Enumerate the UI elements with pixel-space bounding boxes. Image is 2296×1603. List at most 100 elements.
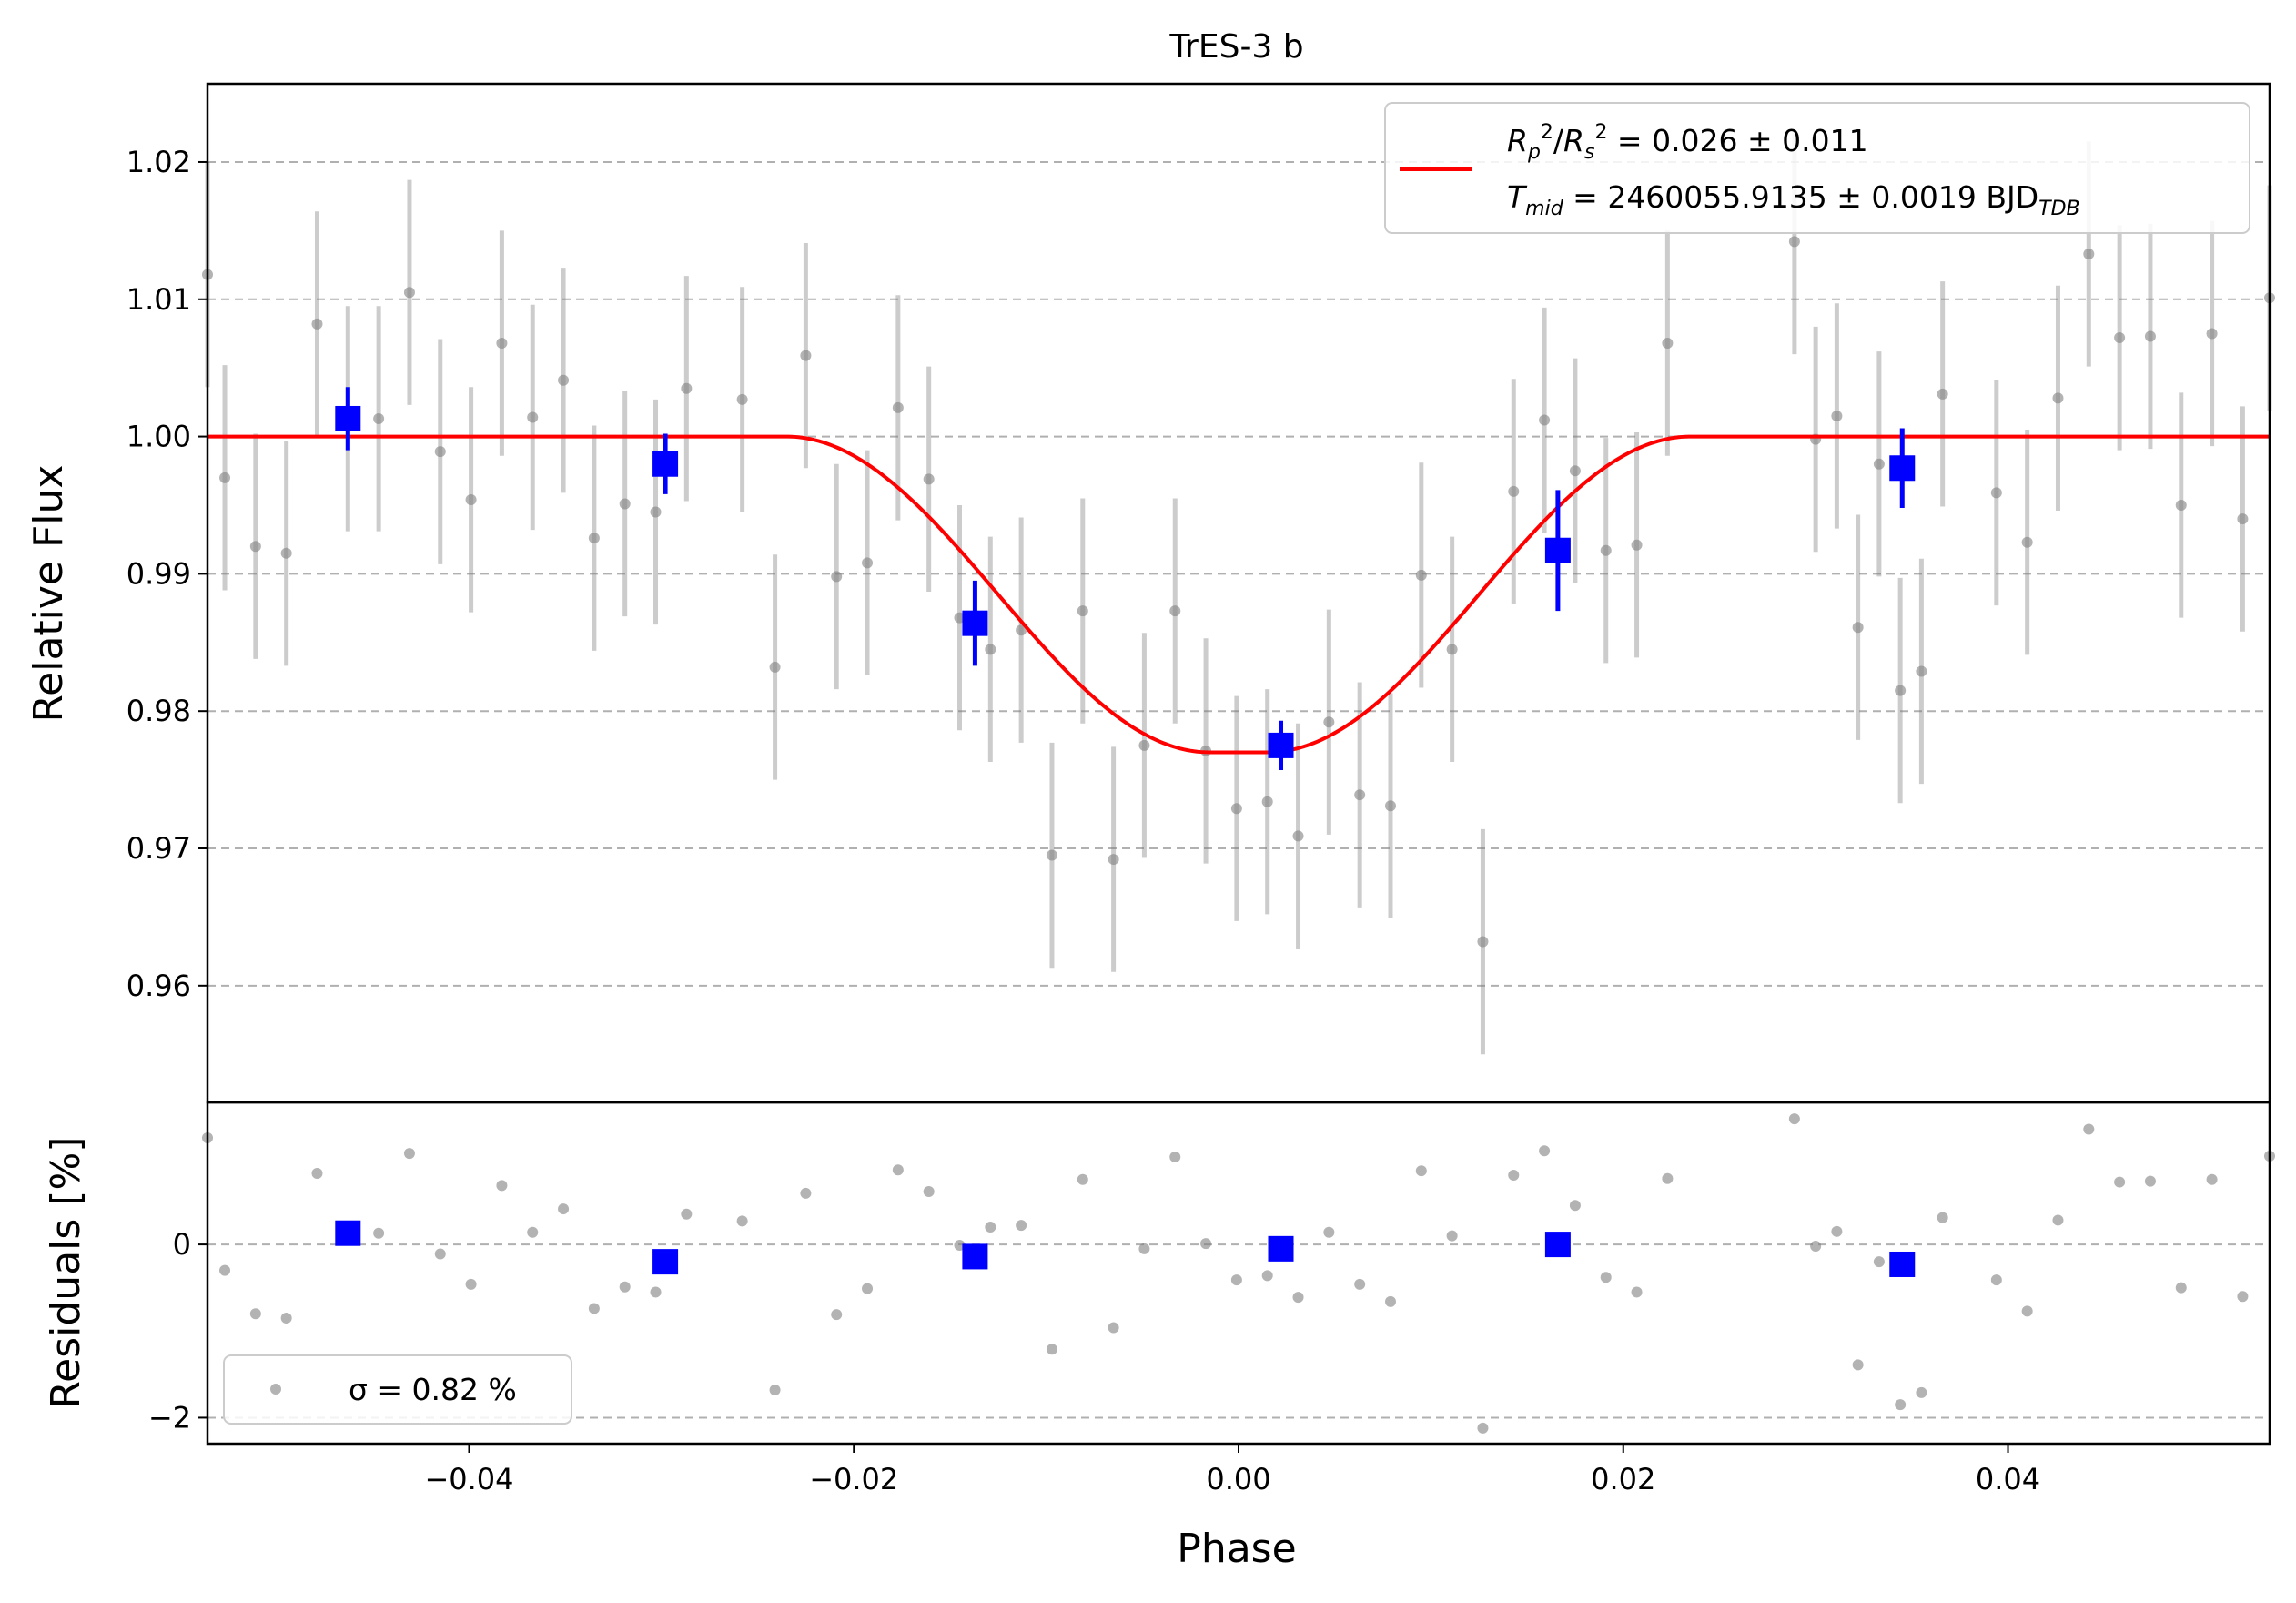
top-raw-point	[1077, 605, 1088, 617]
top-raw-point	[1138, 739, 1150, 751]
top-raw-point	[1415, 569, 1427, 581]
bottom-raw-point	[769, 1384, 781, 1395]
bottom-raw-point	[1508, 1169, 1520, 1181]
bottom-raw-point	[1873, 1256, 1885, 1268]
top-y-tick-label: 1.00	[126, 420, 191, 454]
bottom-raw-point	[2206, 1173, 2218, 1185]
bottom-raw-point	[1895, 1399, 1907, 1411]
bottom-binned-point	[652, 1249, 679, 1275]
bottom-raw-point	[219, 1264, 231, 1276]
bottom-raw-point	[249, 1308, 261, 1320]
top-raw-point	[1937, 388, 1948, 400]
top-binned-point	[1889, 455, 1916, 482]
top-raw-point	[2114, 331, 2126, 343]
bottom-raw-point	[373, 1227, 385, 1239]
top-raw-point	[923, 473, 935, 485]
x-tick-label: 0.02	[1591, 1462, 1655, 1496]
top-raw-point	[311, 318, 323, 330]
top-raw-point	[1788, 236, 1800, 248]
top-raw-point	[2052, 392, 2064, 404]
bottom-raw-point	[1354, 1278, 1366, 1290]
bottom-raw-point	[681, 1208, 693, 1220]
top-binned-point	[962, 610, 988, 636]
bottom-raw-point	[1261, 1270, 1273, 1282]
bottom-raw-point	[1477, 1422, 1489, 1434]
top-y-axis-label: Relative Flux	[25, 465, 72, 723]
top-raw-point	[1569, 465, 1581, 477]
top-raw-point	[1631, 539, 1643, 551]
bottom-raw-point	[1937, 1212, 1948, 1223]
bottom-raw-point	[1631, 1286, 1643, 1298]
bottom-y-ticks: −2 0	[148, 1227, 207, 1435]
bottom-raw-point	[2144, 1175, 2156, 1187]
top-raw-point	[985, 644, 996, 655]
bottom-binned-point	[1268, 1235, 1294, 1262]
top-legend-box	[1384, 102, 2250, 234]
bottom-binned-point	[1889, 1251, 1916, 1277]
bottom-raw-point	[1046, 1344, 1057, 1355]
top-raw-point	[496, 338, 508, 350]
bottom-raw-point	[1384, 1295, 1396, 1307]
x-tick-label: 0.04	[1976, 1462, 2040, 1496]
bottom-raw-point	[650, 1286, 662, 1298]
bottom-legend-box	[223, 1354, 572, 1425]
residuals-panel: −2 0 −0.04 −0.02 0.00 0.02 0.04 Residuals [%]…	[43, 1101, 2275, 1572]
bottom-raw-point	[1138, 1243, 1150, 1254]
x-tick-label: −0.04	[424, 1462, 513, 1496]
bottom-raw-point	[311, 1168, 323, 1180]
top-raw-point	[1831, 410, 1843, 421]
top-raw-point	[862, 557, 874, 569]
bottom-raw-point	[2237, 1291, 2249, 1303]
top-raw-point	[1990, 487, 2002, 499]
top-raw-point	[280, 547, 292, 559]
bottom-raw-point	[862, 1283, 874, 1294]
top-raw-point	[1539, 414, 1551, 426]
bottom-raw-point	[1831, 1225, 1843, 1237]
top-raw-point	[681, 382, 693, 394]
top-raw-point	[1873, 458, 1885, 470]
top-raw-point	[373, 412, 385, 424]
bottom-raw-point	[2083, 1123, 2095, 1135]
top-raw-point	[1292, 830, 1304, 842]
top-raw-point	[558, 374, 570, 386]
chart-title: TrES-3 b	[1168, 28, 1303, 66]
bottom-raw-point	[465, 1278, 477, 1290]
bottom-raw-point	[1810, 1240, 1822, 1252]
top-y-ticks: 0.96 0.97 0.98 0.99 1.00 1.01 1.02	[126, 145, 207, 1003]
top-raw-point	[2144, 330, 2156, 342]
top-raw-point	[1446, 644, 1458, 655]
top-binned-point	[652, 451, 679, 477]
top-raw-point	[1852, 622, 1864, 634]
light-curve-panel: 0.96 0.97 0.98 0.99 1.00 1.01 1.02 Relative Fl…	[25, 82, 2275, 1104]
bottom-raw-point	[1077, 1173, 1088, 1185]
top-raw-point	[619, 498, 631, 510]
bottom-y-axis-label: Residuals [%]	[43, 1137, 89, 1409]
top-y-tick-label: 0.96	[126, 969, 191, 1003]
bottom-raw-point	[1200, 1238, 1212, 1250]
bottom-raw-point	[434, 1248, 446, 1260]
bottom-raw-point	[1600, 1272, 1612, 1283]
bottom-raw-point	[1323, 1226, 1335, 1238]
top-raw-point	[403, 287, 415, 299]
bottom-raw-point	[403, 1148, 415, 1160]
bottom-raw-point	[496, 1180, 508, 1192]
top-raw-point	[1016, 624, 1027, 636]
top-raw-point	[465, 493, 477, 505]
top-raw-point	[1261, 796, 1273, 807]
bottom-y-tick-label: −2	[148, 1400, 191, 1435]
top-raw-point	[1323, 716, 1335, 728]
bottom-raw-point	[558, 1203, 570, 1215]
bottom-raw-point	[1569, 1200, 1581, 1212]
top-raw-point	[1230, 803, 1242, 815]
bottom-raw-point	[1230, 1274, 1242, 1286]
top-binned-points	[335, 387, 1916, 771]
x-axis-label: Phase	[1177, 1526, 1296, 1572]
bottom-raw-point	[1990, 1274, 2002, 1286]
bottom-raw-point	[2175, 1282, 2187, 1294]
bottom-raw-point	[1415, 1165, 1427, 1177]
top-raw-point	[1916, 665, 1927, 677]
top-raw-point	[527, 411, 539, 423]
top-raw-point	[1108, 854, 1119, 866]
bottom-raw-point	[1916, 1386, 1927, 1398]
